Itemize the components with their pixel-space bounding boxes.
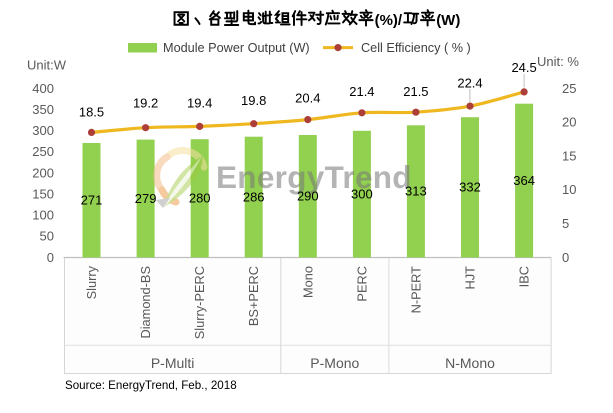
svg-text:N-Mono: N-Mono (445, 355, 495, 371)
svg-text:20: 20 (562, 115, 576, 130)
svg-text:IBC: IBC (517, 266, 532, 287)
svg-text:286: 286 (243, 189, 265, 204)
svg-text:21.4: 21.4 (349, 84, 374, 99)
svg-text:N-PERT: N-PERT (408, 266, 423, 314)
svg-text:290: 290 (297, 189, 319, 204)
svg-text:313: 313 (405, 184, 427, 199)
svg-text:EnergyTrend: EnergyTrend (216, 159, 412, 195)
svg-text:364: 364 (513, 173, 535, 188)
svg-text:Module Power Output (W): Module Power Output (W) (163, 41, 310, 55)
svg-text:(W): (W) (436, 12, 460, 29)
svg-text:280: 280 (189, 191, 211, 206)
svg-text:19.4: 19.4 (187, 96, 212, 111)
svg-text:20.4: 20.4 (295, 90, 320, 105)
svg-text:50: 50 (40, 229, 54, 244)
svg-text:Slurry: Slurry (84, 265, 99, 299)
svg-text:300: 300 (32, 123, 54, 138)
svg-text:5: 5 (562, 216, 569, 231)
svg-text:(%)/: (%)/ (375, 12, 403, 29)
svg-text:0: 0 (562, 250, 569, 265)
svg-text:BS+PERC: BS+PERC (246, 266, 261, 326)
svg-text:350: 350 (32, 102, 54, 117)
svg-text:400: 400 (32, 81, 54, 96)
svg-text:P-Multi: P-Multi (151, 355, 195, 371)
svg-text:100: 100 (32, 208, 54, 223)
svg-text:Slurry-PERC: Slurry-PERC (192, 266, 207, 339)
svg-text:HJT: HJT (463, 266, 478, 290)
svg-text:19.8: 19.8 (241, 93, 266, 108)
svg-text:Diamond-BS: Diamond-BS (138, 266, 153, 339)
svg-text:P-Mono: P-Mono (310, 355, 359, 371)
svg-text:15: 15 (562, 148, 576, 163)
svg-text:332: 332 (459, 180, 481, 195)
svg-text:10: 10 (562, 182, 576, 197)
svg-text:300: 300 (351, 186, 373, 201)
svg-text:Cell Efficiency ( % ): Cell Efficiency ( % ) (361, 41, 471, 55)
svg-text:250: 250 (32, 144, 54, 159)
svg-text:Mono: Mono (300, 266, 315, 298)
svg-text:25: 25 (562, 81, 576, 96)
svg-text:200: 200 (32, 165, 54, 180)
svg-text:150: 150 (32, 186, 54, 201)
svg-text:Unit:W: Unit:W (27, 58, 67, 73)
svg-text:PERC: PERC (354, 266, 369, 302)
svg-text:24.5: 24.5 (511, 60, 536, 75)
svg-text:271: 271 (81, 193, 103, 208)
svg-text:22.4: 22.4 (457, 75, 482, 90)
svg-text:Unit: %: Unit: % (537, 54, 579, 69)
svg-text:Source: EnergyTrend, Feb., 201: Source: EnergyTrend, Feb., 2018 (65, 379, 237, 392)
svg-text:18.5: 18.5 (79, 105, 104, 120)
svg-text:279: 279 (135, 191, 157, 206)
svg-text:0: 0 (47, 250, 54, 265)
svg-text:21.5: 21.5 (403, 84, 428, 99)
svg-text:19.2: 19.2 (133, 95, 158, 110)
